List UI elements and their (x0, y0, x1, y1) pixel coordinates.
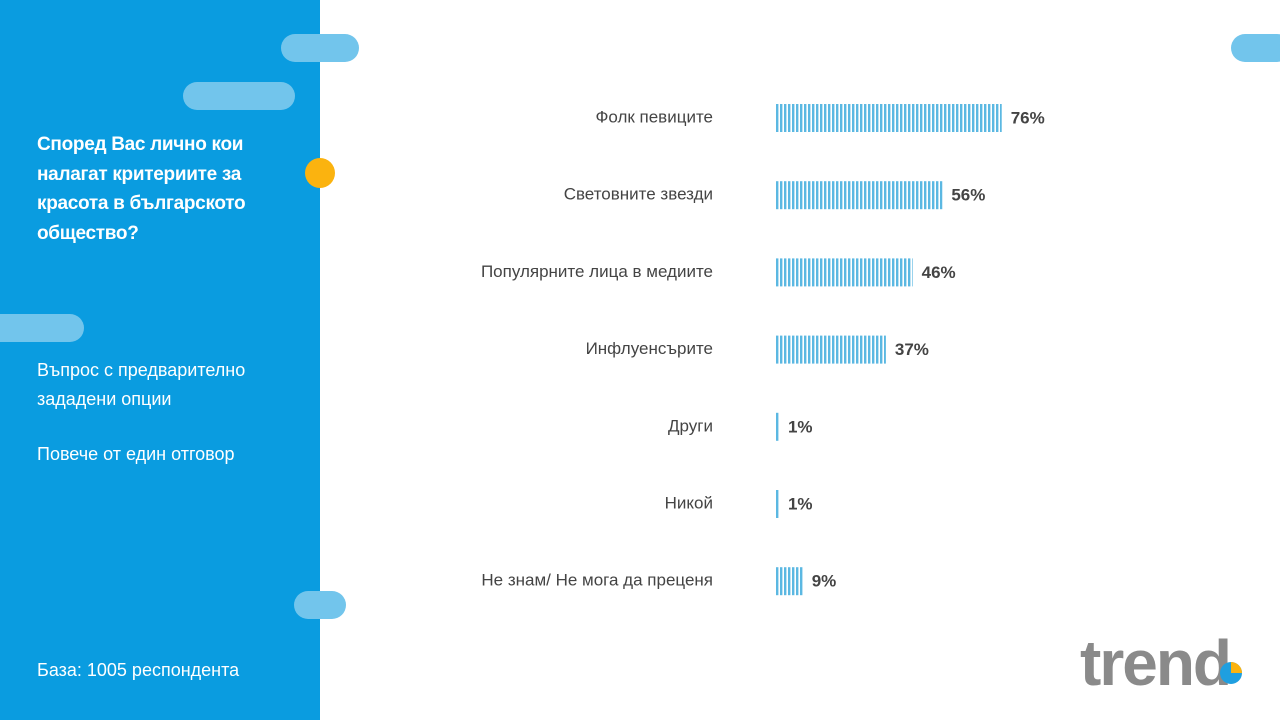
decor-pill (1231, 34, 1280, 62)
category-label: Никой (665, 493, 713, 512)
value-label: 1% (788, 494, 813, 513)
bar (776, 181, 943, 210)
value-label: 76% (1011, 108, 1045, 127)
logo: trend (1080, 627, 1230, 699)
decor-pill (183, 82, 295, 110)
category-label: Фолк певиците (595, 107, 713, 126)
bar (776, 258, 913, 287)
decor-pill (281, 34, 359, 62)
answer-note: Повече от един отговор (37, 444, 235, 464)
category-label: Инфлуенсърите (586, 339, 713, 358)
decor-pill (0, 314, 84, 342)
base-note: База: 1005 респондента (37, 660, 240, 680)
question-title: Според Вас лично кои налагат критериите … (37, 134, 246, 244)
question-type: Въпрос с предварително зададени опции (37, 360, 246, 409)
sidebar: Според Вас лично кои налагат критериите … (0, 0, 320, 720)
decor-dot (305, 158, 335, 188)
value-label: 9% (812, 572, 837, 591)
category-label: Други (668, 416, 713, 435)
logo-mark (1231, 662, 1242, 673)
decor-pill (294, 591, 346, 619)
category-label: Световните звезди (564, 185, 713, 204)
value-label: 37% (895, 340, 929, 359)
category-label: Не знам/ Не мога да преценя (481, 571, 713, 590)
value-label: 46% (922, 263, 956, 282)
bar (776, 567, 803, 596)
bar (776, 335, 886, 364)
value-label: 56% (951, 186, 985, 205)
bar (776, 104, 1002, 132)
value-label: 1% (788, 417, 813, 436)
bar (776, 490, 779, 518)
category-label: Популярните лица в медиите (481, 262, 713, 281)
bar (776, 412, 779, 441)
